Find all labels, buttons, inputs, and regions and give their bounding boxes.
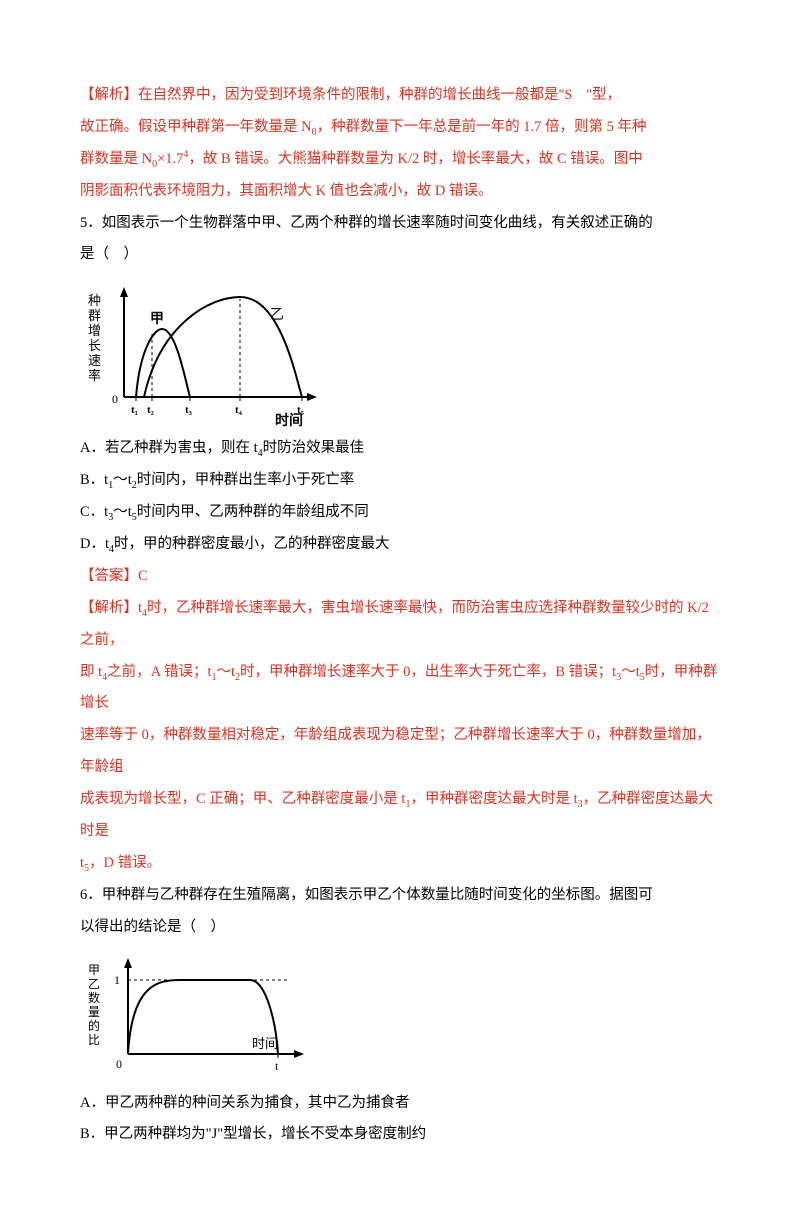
svg-text:数: 数 (88, 990, 100, 1005)
chart-q5: 种群增长速率0甲乙t₁t₂t₃t₄t₅时间 (80, 279, 720, 429)
explain-1-line4: 阴影面积代表环境阻力，其面积增大 K 值也会减小，故 D 错误。 (80, 176, 720, 208)
explain-1-line1: 【解析】在自然界中，因为受到环境条件的限制，种群的增长曲线一般都是"S "型， (80, 80, 720, 112)
svg-text:增: 增 (88, 323, 101, 338)
chart-q6: 甲乙数量的比 1 0 t 时间 (80, 952, 720, 1084)
explain-1-line3: 群数量是 N0×1.74，故 B 错误。大熊猫种群数量为 K/2 时，增长率最大… (80, 144, 720, 176)
q5-answer: 【答案】C (80, 561, 720, 593)
svg-text:t: t (275, 1059, 279, 1073)
q5-explain-l1: 【解析】t4时，乙种群增长速率最大，害虫增长速率最快，而防治害虫应选择种群数量较… (80, 593, 720, 657)
q6-option-a: A．甲乙两种群的种间关系为捕食，其中乙为捕食者 (80, 1088, 720, 1120)
svg-text:乙: 乙 (88, 977, 100, 991)
svg-text:t₄: t₄ (235, 404, 243, 416)
q5-option-a: A．若乙种群为害虫，则在 t4时防治效果最佳 (80, 433, 720, 465)
svg-text:速: 速 (88, 353, 101, 368)
svg-text:率: 率 (88, 368, 101, 383)
q5-explain-l3: 速率等于 0，种群数量相对稳定，年龄组成表现为稳定型；乙种群增长速率大于 0，种… (80, 720, 720, 784)
q5-explain-l5: t5，D 错误。 (80, 848, 720, 880)
svg-text:比: 比 (88, 1033, 100, 1047)
svg-text:长: 长 (88, 338, 101, 353)
q5-explain-l2: 即 t4之前，A 错误；t1～t2时，甲种群增长速率大于 0，出生率大于死亡率，… (80, 657, 720, 721)
svg-text:0: 0 (116, 1057, 122, 1071)
q5-explain-l4: 成表现为增长型，C 正确；甲、乙种群密度最小是 t1，甲种群密度达最大时是 t3… (80, 784, 720, 848)
svg-text:的: 的 (88, 1018, 100, 1033)
q6-stem-line2: 以得出的结论是（ ） (80, 912, 720, 944)
svg-text:时间: 时间 (275, 412, 303, 429)
svg-text:种: 种 (88, 293, 101, 308)
svg-text:量: 量 (88, 1005, 100, 1019)
svg-text:时间: 时间 (252, 1036, 278, 1051)
explain-1-line2: 故正确。假设甲种群第一年数量是 N0，种群数量下一年总是前一年的 1.7 倍，则… (80, 112, 720, 144)
svg-text:乙: 乙 (270, 307, 284, 323)
q6-stem-line1: 6．甲种群与乙种群存在生殖隔离，如图表示甲乙个体数量比随时间变化的坐标图。据图可 (80, 880, 720, 912)
svg-text:甲: 甲 (88, 963, 100, 977)
svg-text:甲: 甲 (150, 311, 164, 327)
q5-option-c: C．t3～t5时间内甲、乙两种群的年龄组成不同 (80, 497, 720, 529)
q6-option-b: B．甲乙两种群均为"J"型增长，增长不受本身密度制约 (80, 1119, 720, 1151)
q5-stem-line1: 5．如图表示一个生物群落中甲、乙两个种群的增长速率随时间变化曲线，有关叙述正确的 (80, 208, 720, 240)
svg-text:0: 0 (112, 392, 118, 406)
svg-text:1: 1 (114, 973, 120, 987)
q5-option-d: D．t4时，甲的种群密度最小，乙的种群密度最大 (80, 529, 720, 561)
q5-option-b: B．t1～t2时间内，甲种群出生率小于死亡率 (80, 465, 720, 497)
svg-text:t₂: t₂ (147, 404, 155, 416)
svg-text:t₁: t₁ (131, 404, 138, 416)
svg-text:t₃: t₃ (185, 404, 193, 416)
q5-stem-line2: 是（ ） (80, 239, 720, 271)
svg-text:群: 群 (88, 308, 101, 323)
